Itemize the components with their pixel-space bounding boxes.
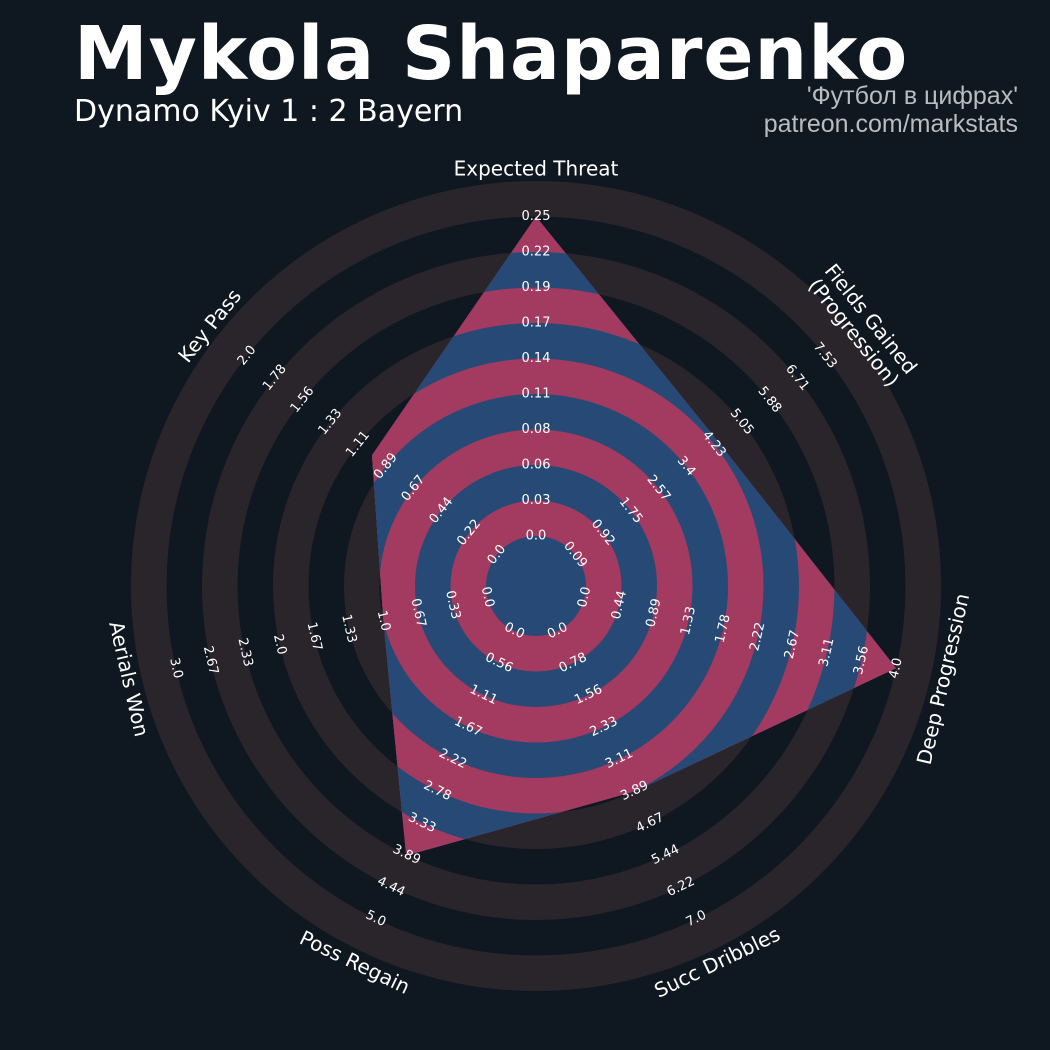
match-subtitle: Dynamo Kyiv 1 : 2 Bayern xyxy=(74,94,464,129)
player-ring xyxy=(486,536,586,636)
tick-label: 2.33 xyxy=(234,637,255,669)
tick-label: 2.0 xyxy=(270,633,289,657)
tick-label: 0.14 xyxy=(522,351,551,366)
credit-url: patreon.com/markstats xyxy=(763,110,1018,138)
tick-label: 0.19 xyxy=(522,280,551,295)
tick-label: 0.17 xyxy=(522,316,551,331)
tick-label: 0.0 xyxy=(526,529,547,544)
tick-label: 0.89 xyxy=(643,597,664,629)
tick-label: 1.0 xyxy=(374,609,393,633)
tick-label: 1.33 xyxy=(338,613,359,645)
axis-label: Expected Threat xyxy=(454,157,619,181)
tick-label: 1.67 xyxy=(304,621,325,653)
tick-label: 3.56 xyxy=(851,645,872,677)
tick-label: 3.11 xyxy=(816,637,837,669)
tick-label: 0.67 xyxy=(407,597,428,629)
tick-label: 4.0 xyxy=(887,656,906,680)
tick-label: 0.33 xyxy=(442,589,463,621)
tick-label: 0.25 xyxy=(522,209,551,224)
tick-label: 1.78 xyxy=(713,613,734,645)
tick-label: 0.0 xyxy=(478,585,497,609)
tick-label: 1.33 xyxy=(678,605,699,637)
tick-label: 2.22 xyxy=(747,621,768,653)
tick-label: 0.0 xyxy=(575,585,594,609)
player-name-title: Mykola Shaparenko xyxy=(74,11,909,97)
tick-label: 0.03 xyxy=(522,493,551,508)
tick-label: 0.08 xyxy=(522,422,551,437)
tick-label: 0.44 xyxy=(609,589,630,621)
credit-source: 'Футбол в цифрах' xyxy=(806,82,1018,110)
tick-label: 0.11 xyxy=(522,387,551,402)
tick-label: 3.0 xyxy=(166,656,185,680)
tick-label: 2.67 xyxy=(200,645,221,677)
tick-label: 0.22 xyxy=(522,245,551,260)
tick-label: 0.06 xyxy=(522,458,551,473)
tick-label: 2.67 xyxy=(782,629,803,661)
